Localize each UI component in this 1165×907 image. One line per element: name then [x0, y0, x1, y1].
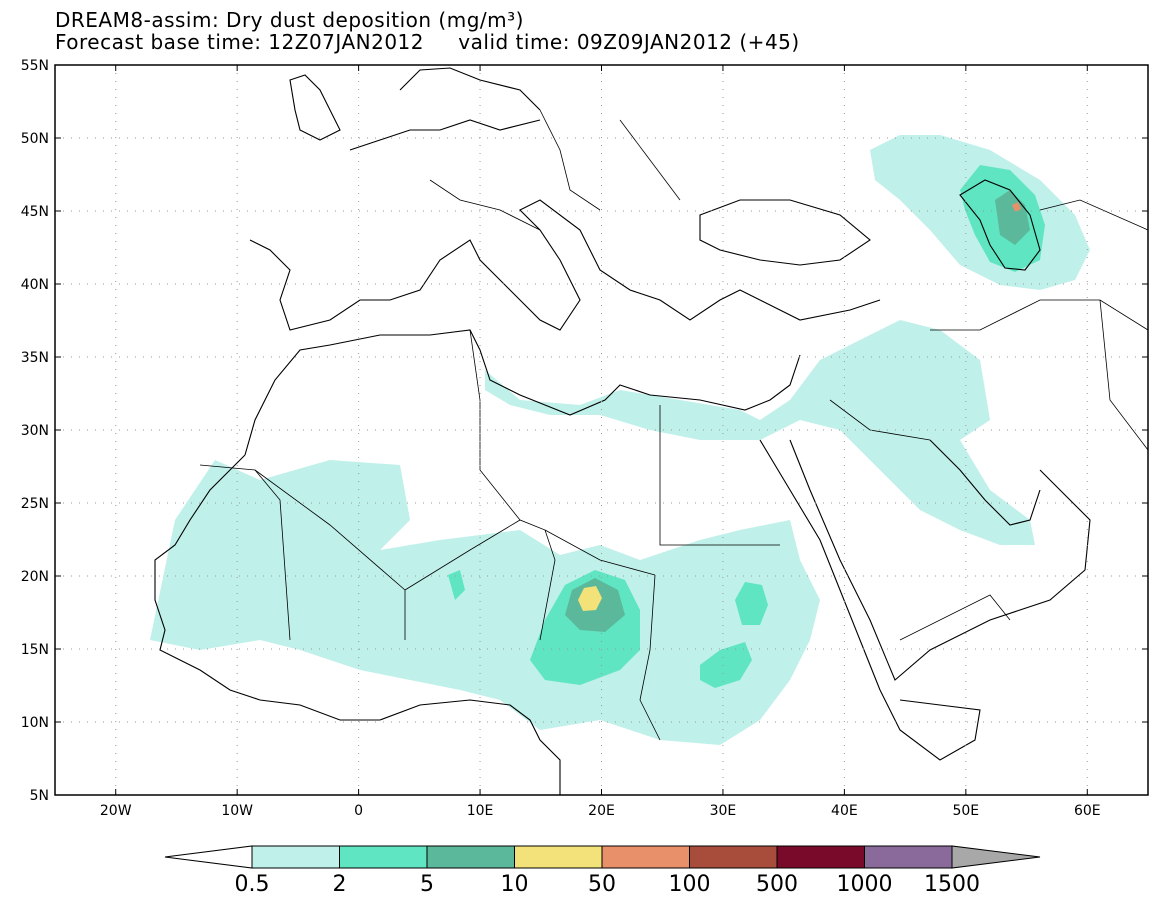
lat-tick-label: 55N: [21, 58, 49, 74]
gridlines: [55, 65, 1148, 795]
west-africa-coast: [154, 454, 561, 795]
dust-area-niger-medium: [448, 570, 465, 600]
dust-area-sudan-medium-2: [700, 642, 752, 688]
colorbar: 0.5 2 5 10 50 100 500 1000 1500: [164, 845, 1041, 897]
border-niger-chad: [404, 519, 556, 641]
lon-tick-label: 10E: [467, 803, 494, 819]
scandinavia-coast: [399, 67, 541, 111]
border-iran: [930, 299, 1149, 331]
colorbar-label: 1000: [837, 872, 893, 897]
colorbar-label: 500: [756, 872, 798, 897]
border-saudi: [829, 399, 931, 441]
red-sea-coast: [759, 439, 881, 691]
colorbar-label: 50: [588, 872, 616, 897]
colorbar-label: 0.5: [235, 872, 270, 897]
lon-tick-label: 10W: [221, 803, 253, 819]
colorbar-over-triangle: [951, 845, 1041, 869]
dust-area-sahel: [150, 460, 820, 745]
colorbar-swatch: [601, 845, 690, 869]
colorbar-swatch: [776, 845, 865, 869]
border-afgh: [1099, 299, 1149, 451]
border-europe-1: [429, 179, 541, 231]
lat-tick-label: 30N: [21, 423, 49, 439]
border-mauritania: [199, 464, 291, 641]
border-algeria-libya: [469, 329, 521, 521]
europe-coast: [249, 199, 881, 331]
lon-tick-label: 0: [354, 803, 363, 819]
lat-tick-label: 25N: [21, 496, 49, 512]
lat-tick-label: 45N: [21, 204, 49, 220]
country-borders: [199, 109, 1149, 741]
lat-tick-label: 35N: [21, 350, 49, 366]
colorbar-swatch: [864, 845, 953, 869]
gulf-coast: [929, 439, 1041, 526]
colorbar-label: 5: [420, 872, 434, 897]
border-europe-2: [539, 109, 601, 211]
caspian-coast: [959, 179, 1041, 271]
border-libya-chad: [544, 529, 656, 576]
lat-tick-label: 50N: [21, 131, 49, 147]
map-title: DREAM8-assim: Dry dust deposition (mg/m³…: [55, 8, 524, 32]
lat-tick-label: 40N: [21, 277, 49, 293]
colorbar-label: 10: [501, 872, 529, 897]
border-algeria-mali: [254, 469, 406, 640]
colorbar-swatch: [514, 845, 603, 869]
lat-tick-label: 20N: [21, 569, 49, 585]
horn-of-africa: [879, 689, 981, 761]
map-subtitle: Forecast base time: 12Z07JAN2012 valid t…: [55, 30, 800, 54]
valid-time-label: valid time: 09Z09JAN2012 (+45): [458, 30, 800, 54]
colorbar-swatch: [426, 845, 515, 869]
dust-area-chad-peak: [578, 586, 602, 611]
lon-tick-label: 20W: [100, 803, 132, 819]
arabia-coast: [789, 439, 1091, 681]
colorbar-swatch: [689, 845, 778, 869]
lon-tick-label: 50E: [952, 803, 979, 819]
lat-tick-label: 10N: [21, 715, 49, 731]
dust-deposition-field: [150, 135, 1090, 745]
dust-area-caspian-peak: [1012, 202, 1021, 212]
lat-tick-label: 5N: [30, 788, 49, 804]
dust-area-sudan-medium-1: [735, 582, 768, 625]
lon-tick-label: 30E: [710, 803, 737, 819]
northern-europe-coast: [349, 119, 541, 151]
border-yemen: [899, 594, 1011, 641]
lat-tick-label: 15N: [21, 642, 49, 658]
colorbar-label: 100: [669, 872, 711, 897]
lon-tick-label: 20E: [588, 803, 615, 819]
colorbar-label: 2: [333, 872, 347, 897]
latitude-axis: 55N 50N 45N 40N 35N 30N 25N 20N 15N 10N 5N: [21, 58, 1148, 804]
colorbar-label: 1500: [924, 872, 980, 897]
border-libya-egypt: [659, 405, 780, 546]
north-africa-coast: [244, 329, 801, 456]
lon-tick-label: 60E: [1074, 803, 1101, 819]
colorbar-swatch: [251, 845, 340, 869]
base-time-label: Forecast base time: 12Z07JAN2012: [55, 30, 424, 54]
dust-area-libya-egypt: [485, 320, 1035, 545]
black-sea-coast: [699, 199, 871, 266]
colorbar-swatch: [339, 845, 428, 869]
coastlines: [154, 67, 1091, 795]
longitude-axis: 20W 10W 0 10E 20E 30E 40E 50E 60E: [100, 65, 1101, 819]
border-europe-3: [619, 119, 681, 201]
colorbar-under-triangle: [164, 845, 253, 869]
lon-tick-label: 40E: [831, 803, 858, 819]
british-isles: [289, 74, 341, 141]
border-kazakh: [1039, 199, 1149, 231]
border-sudan: [639, 574, 661, 741]
